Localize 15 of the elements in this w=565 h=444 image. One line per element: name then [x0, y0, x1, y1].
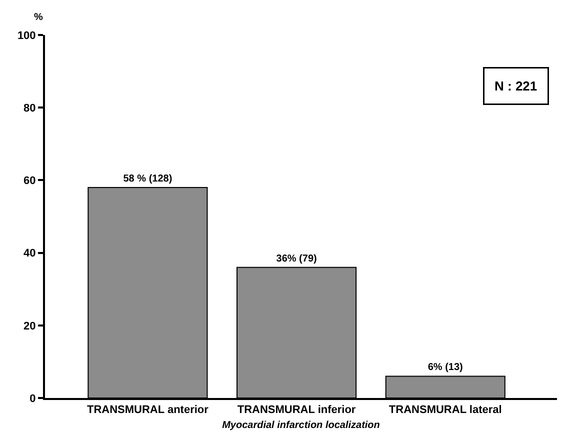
data-label: 58 % (128) — [123, 173, 172, 184]
x-tick-label: TRANSMURAL lateral — [388, 404, 502, 416]
x-tick-label: TRANSMURAL anterior — [86, 404, 210, 416]
y-tick-label: 0 — [30, 392, 36, 405]
data-label: 36% (79) — [276, 253, 317, 264]
annotation: N : 221 — [494, 78, 538, 94]
y-tick-label: 20 — [24, 320, 36, 332]
x-axis-title: Myocardial infarction localization — [222, 420, 380, 432]
y-tick-label: 80 — [24, 102, 36, 114]
y-tick-label: 60 — [24, 175, 36, 188]
y-axis-title: % — [34, 12, 43, 23]
x-tick-label: TRANSMURAL inferior — [237, 404, 356, 416]
data-label: 6% (13) — [428, 362, 463, 374]
y-tick-label: 40 — [24, 248, 36, 260]
y-tick-label: 100 — [17, 30, 36, 42]
